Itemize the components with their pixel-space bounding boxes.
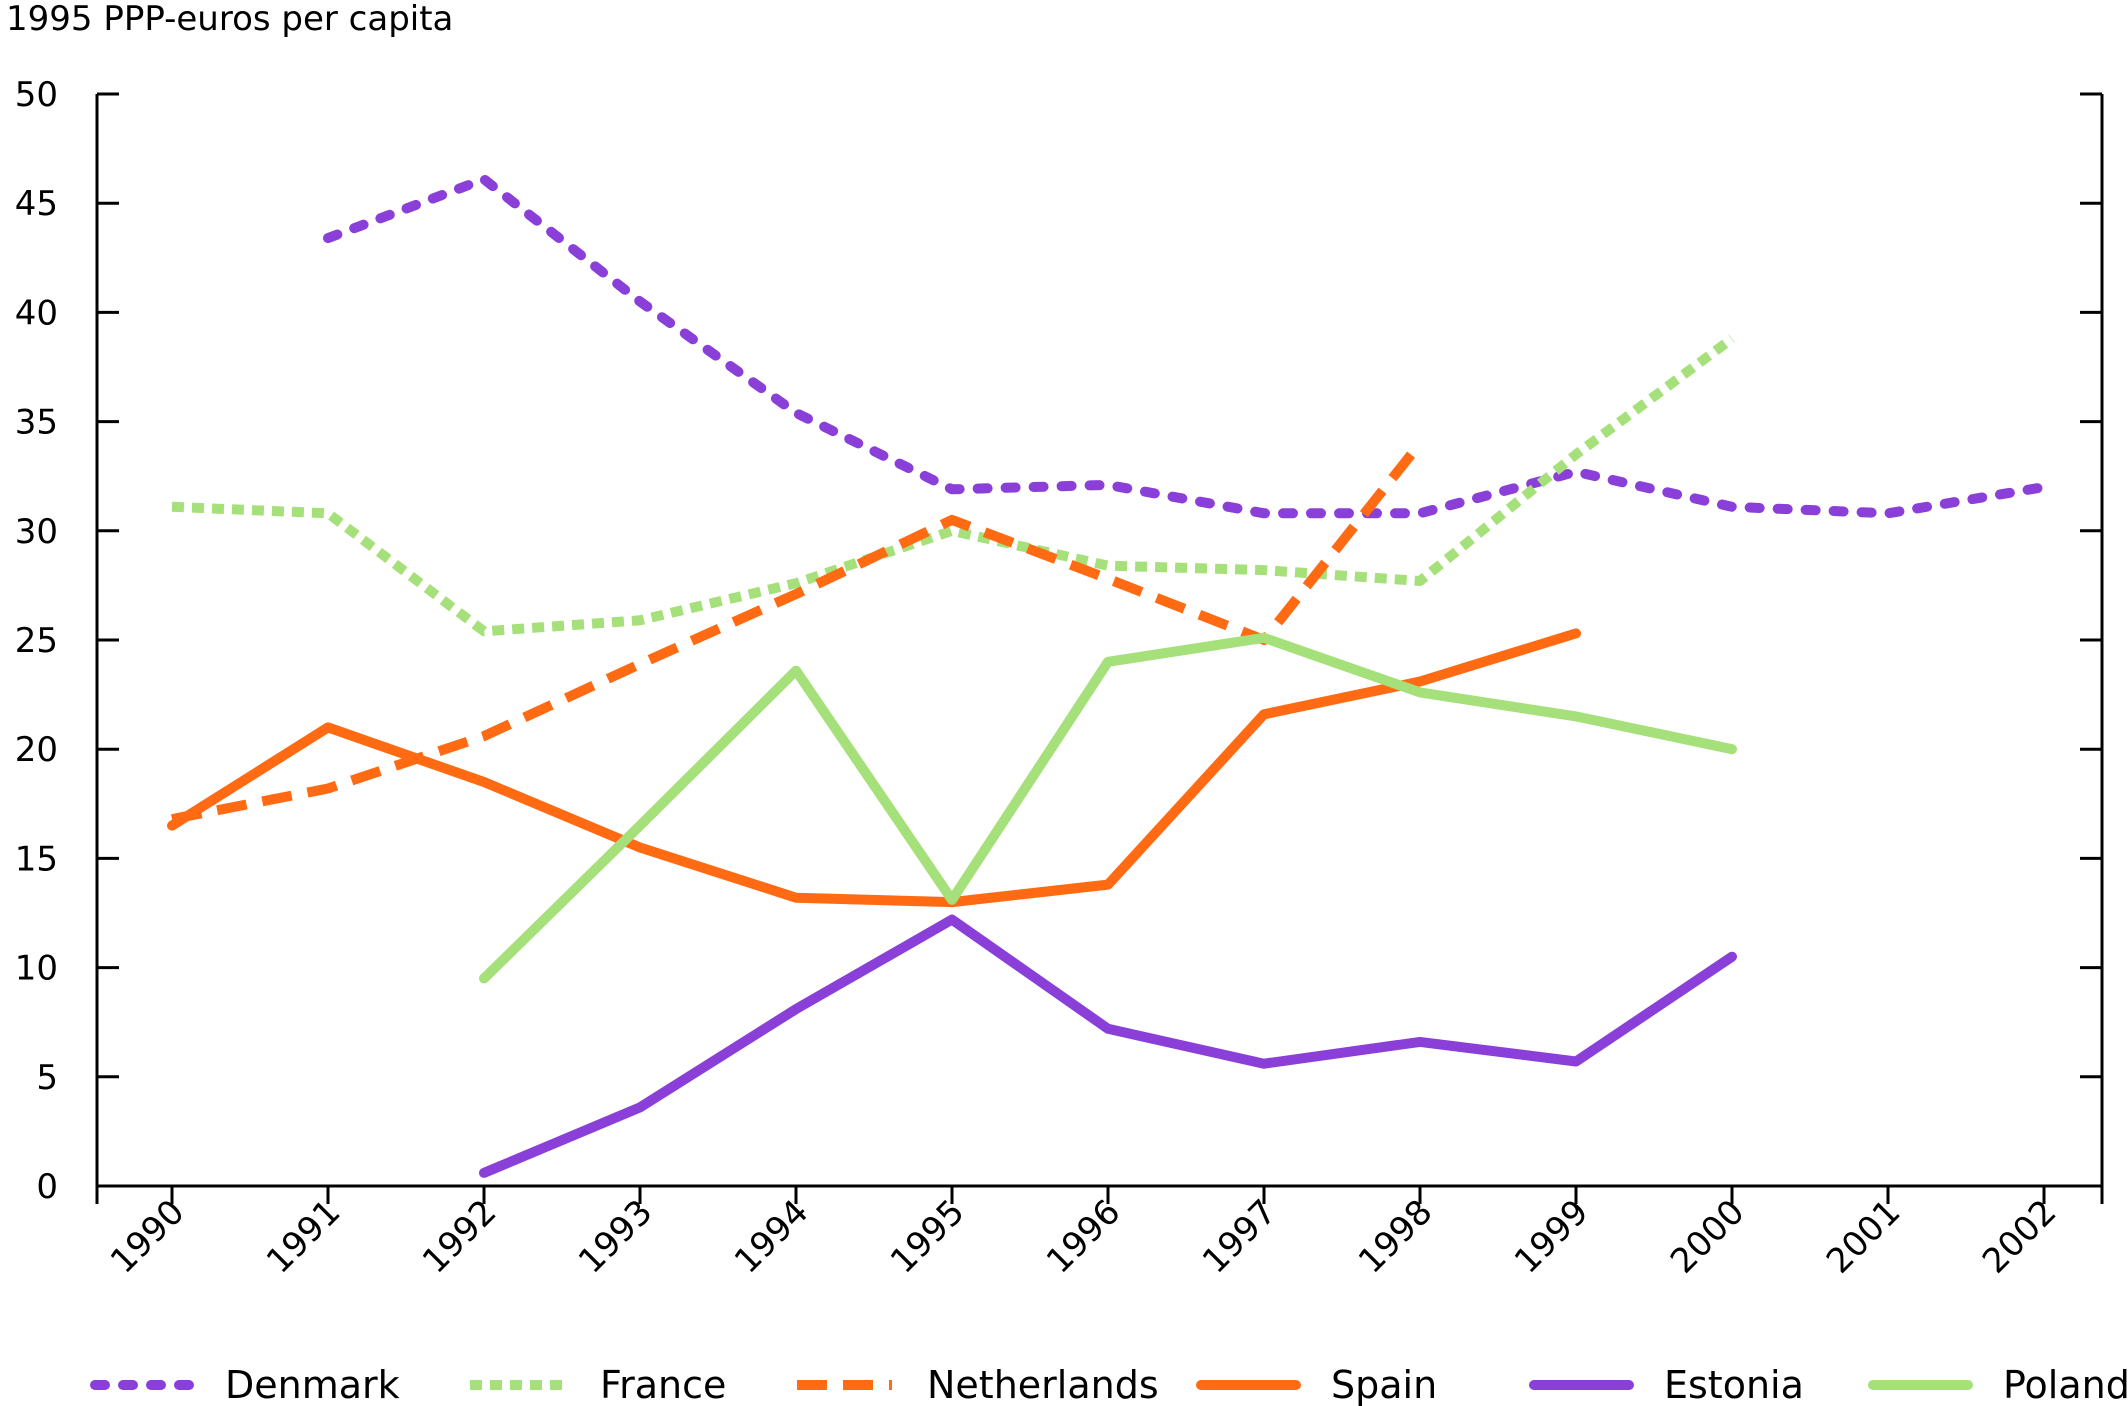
series-line-denmark [323, 174, 2049, 519]
plot-lines [167, 174, 2049, 1178]
x-tick-label: 2002 [1975, 1192, 2064, 1281]
y-tick-label: 15 [15, 839, 58, 879]
y-tick-label: 30 [15, 512, 58, 552]
y-tick-label: 20 [15, 730, 58, 770]
y-tick-label: 45 [15, 184, 58, 224]
y-tick-label: 25 [15, 621, 58, 661]
y-axis-unit-label: 1995 PPP-euros per capita [6, 0, 453, 39]
y-tick-label: 35 [15, 403, 58, 443]
x-tick-label: 1994 [727, 1192, 816, 1281]
series-line-poland [479, 632, 1737, 984]
series-line-estonia [479, 914, 1737, 1178]
x-tick-label: 1997 [1195, 1192, 1284, 1281]
series-line-spain [167, 628, 1581, 908]
y-tick-label: 5 [36, 1058, 58, 1098]
legend-label-spain: Spain [1331, 1363, 1437, 1406]
x-tick-label: 1998 [1351, 1192, 1440, 1281]
y-tick-label: 40 [15, 293, 58, 333]
legend-label-denmark: Denmark [225, 1363, 400, 1406]
x-tick-label: 2000 [1663, 1192, 1752, 1281]
series-line-netherlands [171, 440, 1424, 825]
x-tick-label: 1991 [259, 1192, 348, 1281]
series-line-france [171, 334, 1735, 637]
legend-label-netherlands: Netherlands [927, 1363, 1159, 1406]
legend-label-estonia: Estonia [1664, 1363, 1804, 1406]
y-tick-label: 50 [15, 75, 58, 115]
x-tick-label: 2001 [1819, 1192, 1908, 1281]
y-tick-label: 0 [36, 1167, 58, 1207]
x-tick-label: 1999 [1507, 1192, 1596, 1281]
legend-label-poland: Poland [2003, 1363, 2128, 1406]
x-tick-label: 1993 [571, 1192, 660, 1281]
axes: 0 5 10 15 20 25 30 35 40 45 50 1990 1991 1992 1993 1994… [15, 75, 2104, 1282]
legend: Denmark France Netherlands Spain Estonia Pola… [90, 1363, 2128, 1406]
x-tick-label: 1992 [415, 1192, 504, 1281]
x-tick-label: 1996 [1039, 1192, 1128, 1281]
legend-label-france: France [600, 1363, 726, 1406]
y-tick-label: 10 [15, 949, 58, 989]
x-tick-label: 1995 [883, 1192, 972, 1281]
x-tick-label: 1990 [103, 1192, 192, 1281]
